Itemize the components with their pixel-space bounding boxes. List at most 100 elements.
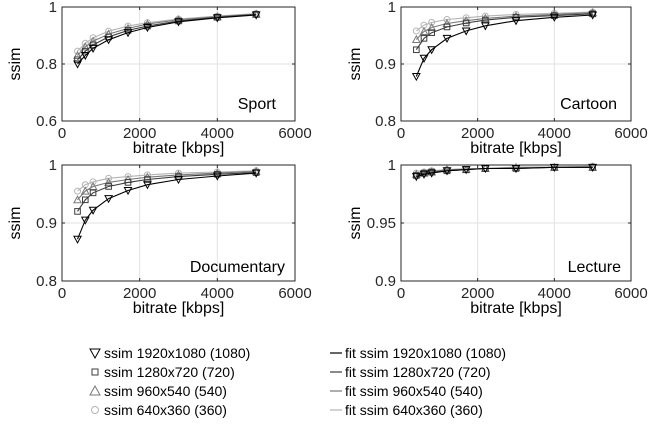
data-point bbox=[123, 187, 133, 196]
chart-panel-cartoon: 0 2000 4000 6000 0.8 0.9 1 bitrate [kbps] ssim Ca… bbox=[347, 0, 648, 157]
data-point bbox=[142, 24, 152, 33]
y-tick-label: 0.95 bbox=[367, 215, 396, 232]
x-tick-label: 6000 bbox=[614, 285, 647, 302]
data-point bbox=[80, 186, 90, 195]
data-point bbox=[144, 176, 151, 183]
data-point bbox=[442, 167, 452, 176]
data-point bbox=[442, 34, 452, 43]
chart-panel-lecture: 0 2000 4000 6000 0.9 0.95 1 bitrate [kbps] ssim L… bbox=[347, 157, 648, 317]
panel-annotation: Documentary bbox=[190, 259, 285, 276]
data-point bbox=[80, 42, 90, 51]
data-point bbox=[251, 169, 261, 178]
chart-panel-documentary: 0 2000 4000 6000 0.8 0.9 1 bitrate [kbps] ssim Do… bbox=[7, 157, 312, 317]
data-point bbox=[511, 162, 521, 171]
data-point bbox=[428, 18, 436, 26]
legend-label-540: ssim 960x540 (540) bbox=[104, 383, 227, 399]
y-tick-label: 0.6 bbox=[36, 113, 57, 130]
data-point bbox=[73, 50, 82, 59]
data-point bbox=[412, 27, 420, 35]
data-point bbox=[588, 163, 598, 172]
data-point bbox=[143, 171, 151, 179]
legend-item-720: ssim 1280x720 (720) bbox=[89, 363, 235, 381]
fit-line bbox=[77, 170, 257, 201]
data-point bbox=[81, 39, 89, 47]
data-point bbox=[174, 176, 183, 185]
y-tick-label: 1 bbox=[49, 157, 57, 174]
data-point bbox=[549, 13, 559, 22]
x-tick-label: 2000 bbox=[461, 125, 494, 142]
data-point bbox=[251, 11, 261, 20]
data-point bbox=[105, 183, 112, 190]
data-point bbox=[212, 172, 222, 181]
data-point bbox=[80, 51, 90, 61]
data-point bbox=[481, 12, 489, 20]
data-point bbox=[428, 29, 435, 36]
data-point bbox=[174, 170, 183, 179]
data-point bbox=[411, 73, 421, 82]
y-axis-label: ssim bbox=[7, 48, 24, 81]
line-swatch-icon bbox=[330, 371, 342, 373]
fit-line bbox=[415, 13, 593, 51]
data-point bbox=[419, 170, 429, 179]
data-point bbox=[74, 56, 81, 64]
data-point bbox=[88, 36, 98, 45]
legend-item-540: ssim 960x540 (540) bbox=[89, 382, 227, 400]
x-tick-label: 4000 bbox=[538, 285, 571, 302]
data-point bbox=[480, 164, 490, 174]
data-point bbox=[427, 22, 437, 32]
legend-label-fit-720: fit ssim 1280x720 (720) bbox=[345, 364, 491, 380]
y-tick-label: 1 bbox=[49, 0, 57, 16]
data-point bbox=[89, 178, 97, 186]
x-tick-label: 6000 bbox=[278, 285, 311, 302]
data-point bbox=[104, 177, 114, 186]
x-axis-label: bitrate [kbps] bbox=[470, 300, 562, 317]
data-point bbox=[88, 181, 98, 190]
x-axis-label: bitrate [kbps] bbox=[133, 140, 225, 157]
data-point bbox=[88, 206, 98, 215]
data-point bbox=[461, 27, 471, 36]
data-point bbox=[174, 18, 183, 27]
x-axis-label: bitrate [kbps] bbox=[470, 140, 562, 157]
legend-label-fit-1080: fit ssim 1920x1080 (1080) bbox=[345, 345, 507, 361]
y-axis-label: ssim bbox=[347, 207, 364, 240]
x-tick-label: 2000 bbox=[123, 285, 156, 302]
data-point bbox=[174, 15, 183, 24]
data-point bbox=[420, 35, 428, 42]
x-tick-label: 0 bbox=[58, 125, 66, 142]
data-point bbox=[411, 34, 421, 43]
x-tick-label: 4000 bbox=[538, 125, 571, 142]
fit-line bbox=[415, 12, 593, 40]
data-point bbox=[105, 174, 113, 182]
legend-item-fit-540: fit ssim 960x540 (540) bbox=[330, 382, 483, 400]
y-tick-label: 0.9 bbox=[36, 215, 57, 232]
data-point bbox=[80, 216, 90, 225]
data-point bbox=[419, 54, 429, 63]
x-tick-label: 2000 bbox=[461, 285, 494, 302]
data-point bbox=[104, 195, 114, 204]
square-marker-icon bbox=[91, 368, 99, 376]
y-tick-label: 0.9 bbox=[375, 56, 396, 73]
panel-annotation: Sport bbox=[238, 96, 277, 113]
x-axis-label: bitrate [kbps] bbox=[133, 300, 225, 317]
line-swatch-icon bbox=[330, 352, 342, 354]
data-point bbox=[443, 23, 451, 31]
x-tick-label: 4000 bbox=[201, 285, 234, 302]
data-point bbox=[123, 23, 133, 32]
data-point bbox=[511, 164, 521, 174]
y-axis-label: ssim bbox=[7, 207, 24, 240]
fit-line bbox=[77, 13, 257, 56]
data-point bbox=[104, 36, 114, 45]
panel-annotation: Cartoon bbox=[560, 96, 617, 113]
y-tick-label: 0.9 bbox=[375, 273, 396, 290]
panel-annotation: Lecture bbox=[568, 259, 621, 276]
data-point bbox=[511, 17, 521, 26]
y-axis-label: ssim bbox=[347, 48, 364, 81]
y-tick-label: 0.8 bbox=[375, 113, 396, 130]
data-point bbox=[411, 173, 421, 182]
legend-item-fit-1080: fit ssim 1920x1080 (1080) bbox=[330, 344, 506, 362]
legend-label-1080: ssim 1920x1080 (1080) bbox=[104, 345, 251, 361]
x-tick-label: 6000 bbox=[278, 125, 311, 142]
x-tick-label: 6000 bbox=[614, 125, 647, 142]
legend-label-fit-360: fit ssim 640x360 (360) bbox=[345, 402, 483, 418]
data-point bbox=[549, 163, 559, 172]
